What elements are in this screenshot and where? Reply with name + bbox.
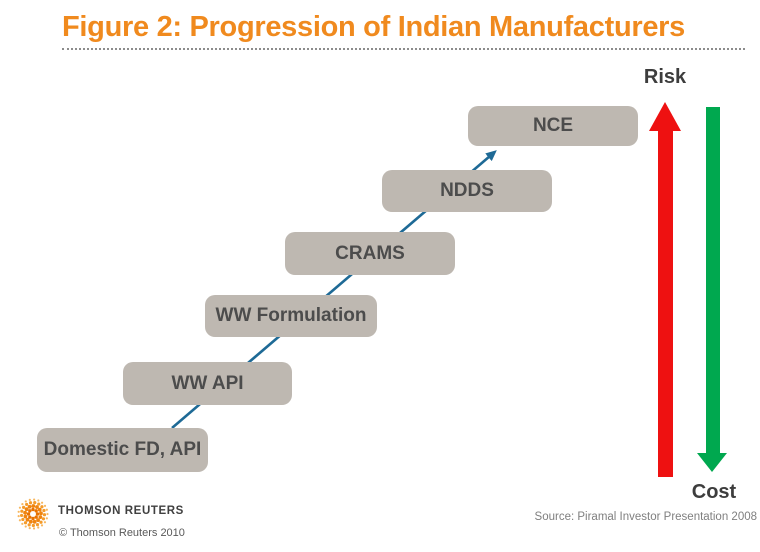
cost-arrow [706,107,720,454]
risk-label: Risk [643,66,687,88]
brand-name: THOMSON REUTERS [58,505,184,517]
copyright-text: © Thomson Reuters 2010 [59,527,185,539]
cost-label: Cost [691,481,737,503]
title-dotted-rule [62,48,745,50]
risk-arrow-head-icon [649,102,681,131]
stage-box-ww-api: WW API [123,362,292,405]
stage-box-ww-formulation: WW Formulation [205,295,377,337]
stage-box-nce: NCE [468,106,638,146]
figure-title: Figure 2: Progression of Indian Manufact… [62,11,685,43]
cost-arrow-head-icon [697,453,727,472]
stage-box-domestic-fd-api: Domestic FD, API [37,428,208,472]
thomson-reuters-logo [17,498,49,530]
risk-arrow [658,130,673,477]
stage-box-crams: CRAMS [285,232,455,275]
stage-box-ndds: NDDS [382,170,552,212]
source-attribution: Source: Piramal Investor Presentation 20… [534,511,757,523]
